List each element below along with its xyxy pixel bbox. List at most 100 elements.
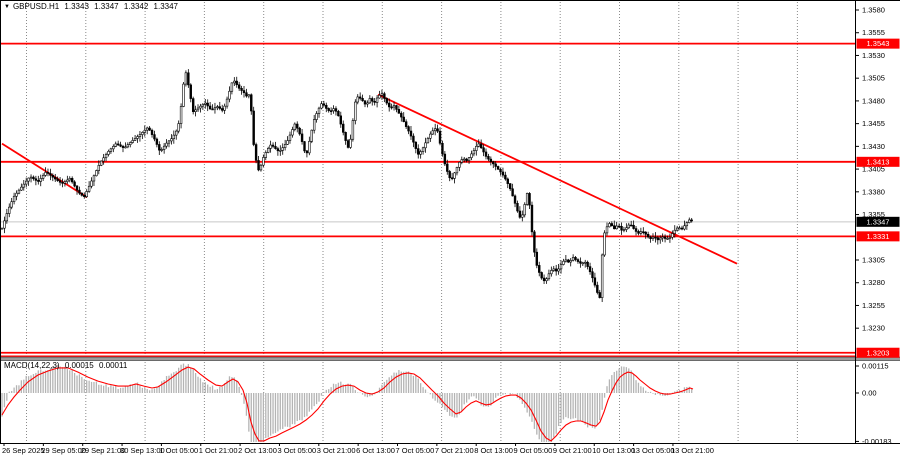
candle-body (642, 231, 645, 233)
candle-body (75, 185, 79, 191)
candle-body (632, 224, 635, 229)
candle-body (175, 130, 178, 136)
candle-body (37, 180, 40, 182)
candle-body (685, 222, 689, 227)
macd-tick-label: 0.00115 (862, 362, 889, 371)
candle-body (617, 225, 621, 228)
candle-body (312, 119, 316, 131)
candle-body (158, 144, 161, 151)
candle-body (97, 165, 101, 171)
candle-body (346, 140, 350, 148)
candle-body (494, 163, 497, 167)
candle-body (150, 129, 154, 135)
candle-body (683, 225, 686, 230)
candle-body (317, 107, 321, 114)
candle-body (315, 113, 318, 120)
macd-signal-line (1, 366, 694, 442)
candle-body (107, 151, 110, 155)
time-tick-label: 10 Oct 13:00 (592, 446, 635, 455)
candle-body (429, 133, 432, 139)
macd-tick-label: -0.00183 (862, 437, 892, 446)
candle-body (634, 228, 638, 232)
candle-body (598, 292, 601, 298)
candle-body (5, 213, 9, 222)
candle-body (266, 148, 270, 153)
candle-body (54, 176, 57, 180)
candle-body (385, 98, 388, 104)
candle-body (221, 108, 224, 111)
candle-body (395, 105, 398, 110)
candle-body (189, 84, 192, 99)
candle-body (85, 191, 88, 197)
candle-body (245, 92, 248, 97)
candle-body (206, 102, 209, 107)
candle-body (571, 257, 575, 261)
candle-body (375, 97, 379, 103)
time-tick-label: 9 Oct 21:00 (553, 446, 592, 455)
macd-label: MACD(14,22,3) (4, 361, 60, 370)
candle-body (540, 272, 543, 279)
candle-body (259, 164, 263, 171)
time-tick-label: 13 Oct 05:00 (632, 446, 675, 455)
candle-body (424, 142, 427, 149)
candle-body (20, 186, 23, 191)
panel-separator[interactable] (0, 357, 900, 361)
candle-body (104, 154, 108, 159)
candle-body (218, 106, 221, 109)
candle-body (131, 140, 134, 143)
candle-body (332, 108, 335, 112)
candle-body (339, 115, 342, 125)
candle-body (414, 141, 418, 149)
candle-body (3, 220, 6, 229)
candle-body (591, 271, 594, 279)
price-tick-label: 1.3405 (862, 165, 885, 174)
candle-body (576, 259, 580, 262)
candle-body (247, 94, 251, 97)
candle-body (80, 192, 84, 196)
candle-body (262, 157, 265, 166)
trend-line[interactable] (377, 93, 738, 265)
candle-body (283, 144, 287, 148)
candle-body (70, 178, 74, 183)
candle-body (300, 133, 304, 142)
time-tick-label: 9 Oct 05:00 (514, 446, 553, 455)
candle-body (196, 107, 200, 111)
candle-body (167, 140, 171, 144)
candle-body (208, 105, 212, 110)
candle-body (12, 195, 16, 202)
time-tick-label: 8 Oct 13:00 (474, 446, 513, 455)
ohlc-low: 1.3342 (123, 2, 149, 11)
time-tick-label: 29 Sep 05:00 (41, 446, 86, 455)
candle-body (281, 147, 284, 151)
candle-body (46, 172, 50, 174)
candle-body (361, 98, 364, 102)
candle-body (608, 223, 611, 228)
candle-body (337, 110, 340, 117)
candle-body (400, 112, 403, 118)
candle-body (460, 159, 463, 163)
candle-body (397, 109, 401, 114)
candle-body (639, 231, 643, 234)
candle-body (489, 158, 493, 162)
candle-body (421, 147, 425, 152)
candle-body (187, 72, 190, 86)
candle-body (487, 156, 490, 160)
candle-body (34, 178, 38, 181)
candle-body (303, 141, 306, 152)
candle-body (366, 102, 369, 105)
candle-body (501, 171, 505, 176)
macd-tick-label: 0.00 (862, 389, 877, 398)
trend-line[interactable] (1, 142, 88, 199)
candle-body (479, 143, 483, 149)
candle-body (492, 161, 495, 165)
candle-body (276, 148, 280, 152)
candle-body (228, 90, 231, 100)
candle-body (579, 261, 582, 264)
candle-body (356, 96, 359, 103)
candle-body (465, 158, 468, 161)
candle-body (472, 150, 476, 155)
candle-body (298, 127, 301, 135)
candle-body (504, 174, 507, 180)
candle-body (392, 105, 396, 108)
